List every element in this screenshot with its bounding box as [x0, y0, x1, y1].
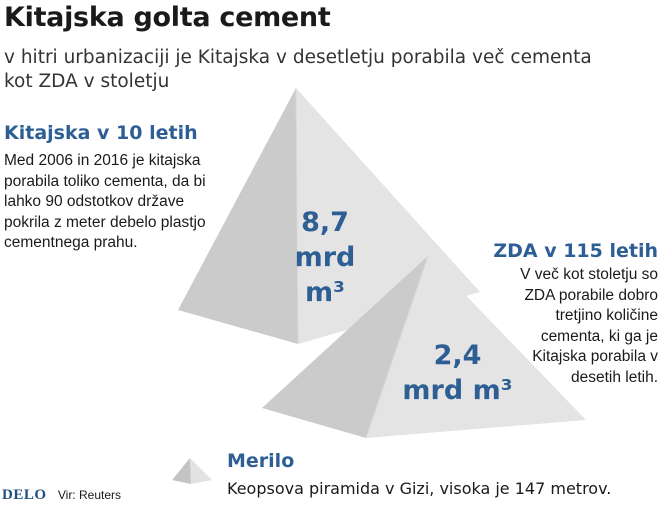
usa-pyramid-right-face [366, 256, 586, 438]
china-value-number: 8,7 [301, 207, 349, 238]
footer: DELO Vir: Reuters [2, 487, 121, 504]
china-value-unit: mrd m³ [294, 242, 356, 308]
usa-value-number: 2,4 [433, 340, 482, 371]
legend-scale-pyramid [172, 458, 212, 484]
china-description: Med 2006 in 2016 je kitajska porabila to… [4, 152, 206, 251]
usa-value: 2,4 mrd m³ [400, 338, 515, 408]
source-credit: Vir: Reuters [57, 488, 121, 502]
usa-value-unit: mrd m³ [402, 375, 513, 406]
usa-description: V več kot stoletju so ZDA porabile dobro… [520, 266, 658, 386]
usa-title: ZDA v 115 letih [493, 240, 658, 262]
china-title: Kitajska v 10 letih [4, 122, 198, 144]
usa-pyramid [262, 255, 586, 439]
usa-pyramid-left-face [262, 256, 428, 438]
page-subtitle: v hitri urbanizaciji je Kitajska v deset… [4, 47, 592, 92]
page-title: Kitajska golta cement [4, 2, 331, 33]
china-pyramid-left-face [178, 88, 298, 344]
brand-logo: DELO [2, 487, 47, 503]
china-value: 8,7 mrd m³ [270, 205, 380, 310]
legend-description: Keopsova piramida v Gizi, visoka je 147 … [227, 479, 612, 498]
legend-title: Merilo [227, 450, 295, 472]
